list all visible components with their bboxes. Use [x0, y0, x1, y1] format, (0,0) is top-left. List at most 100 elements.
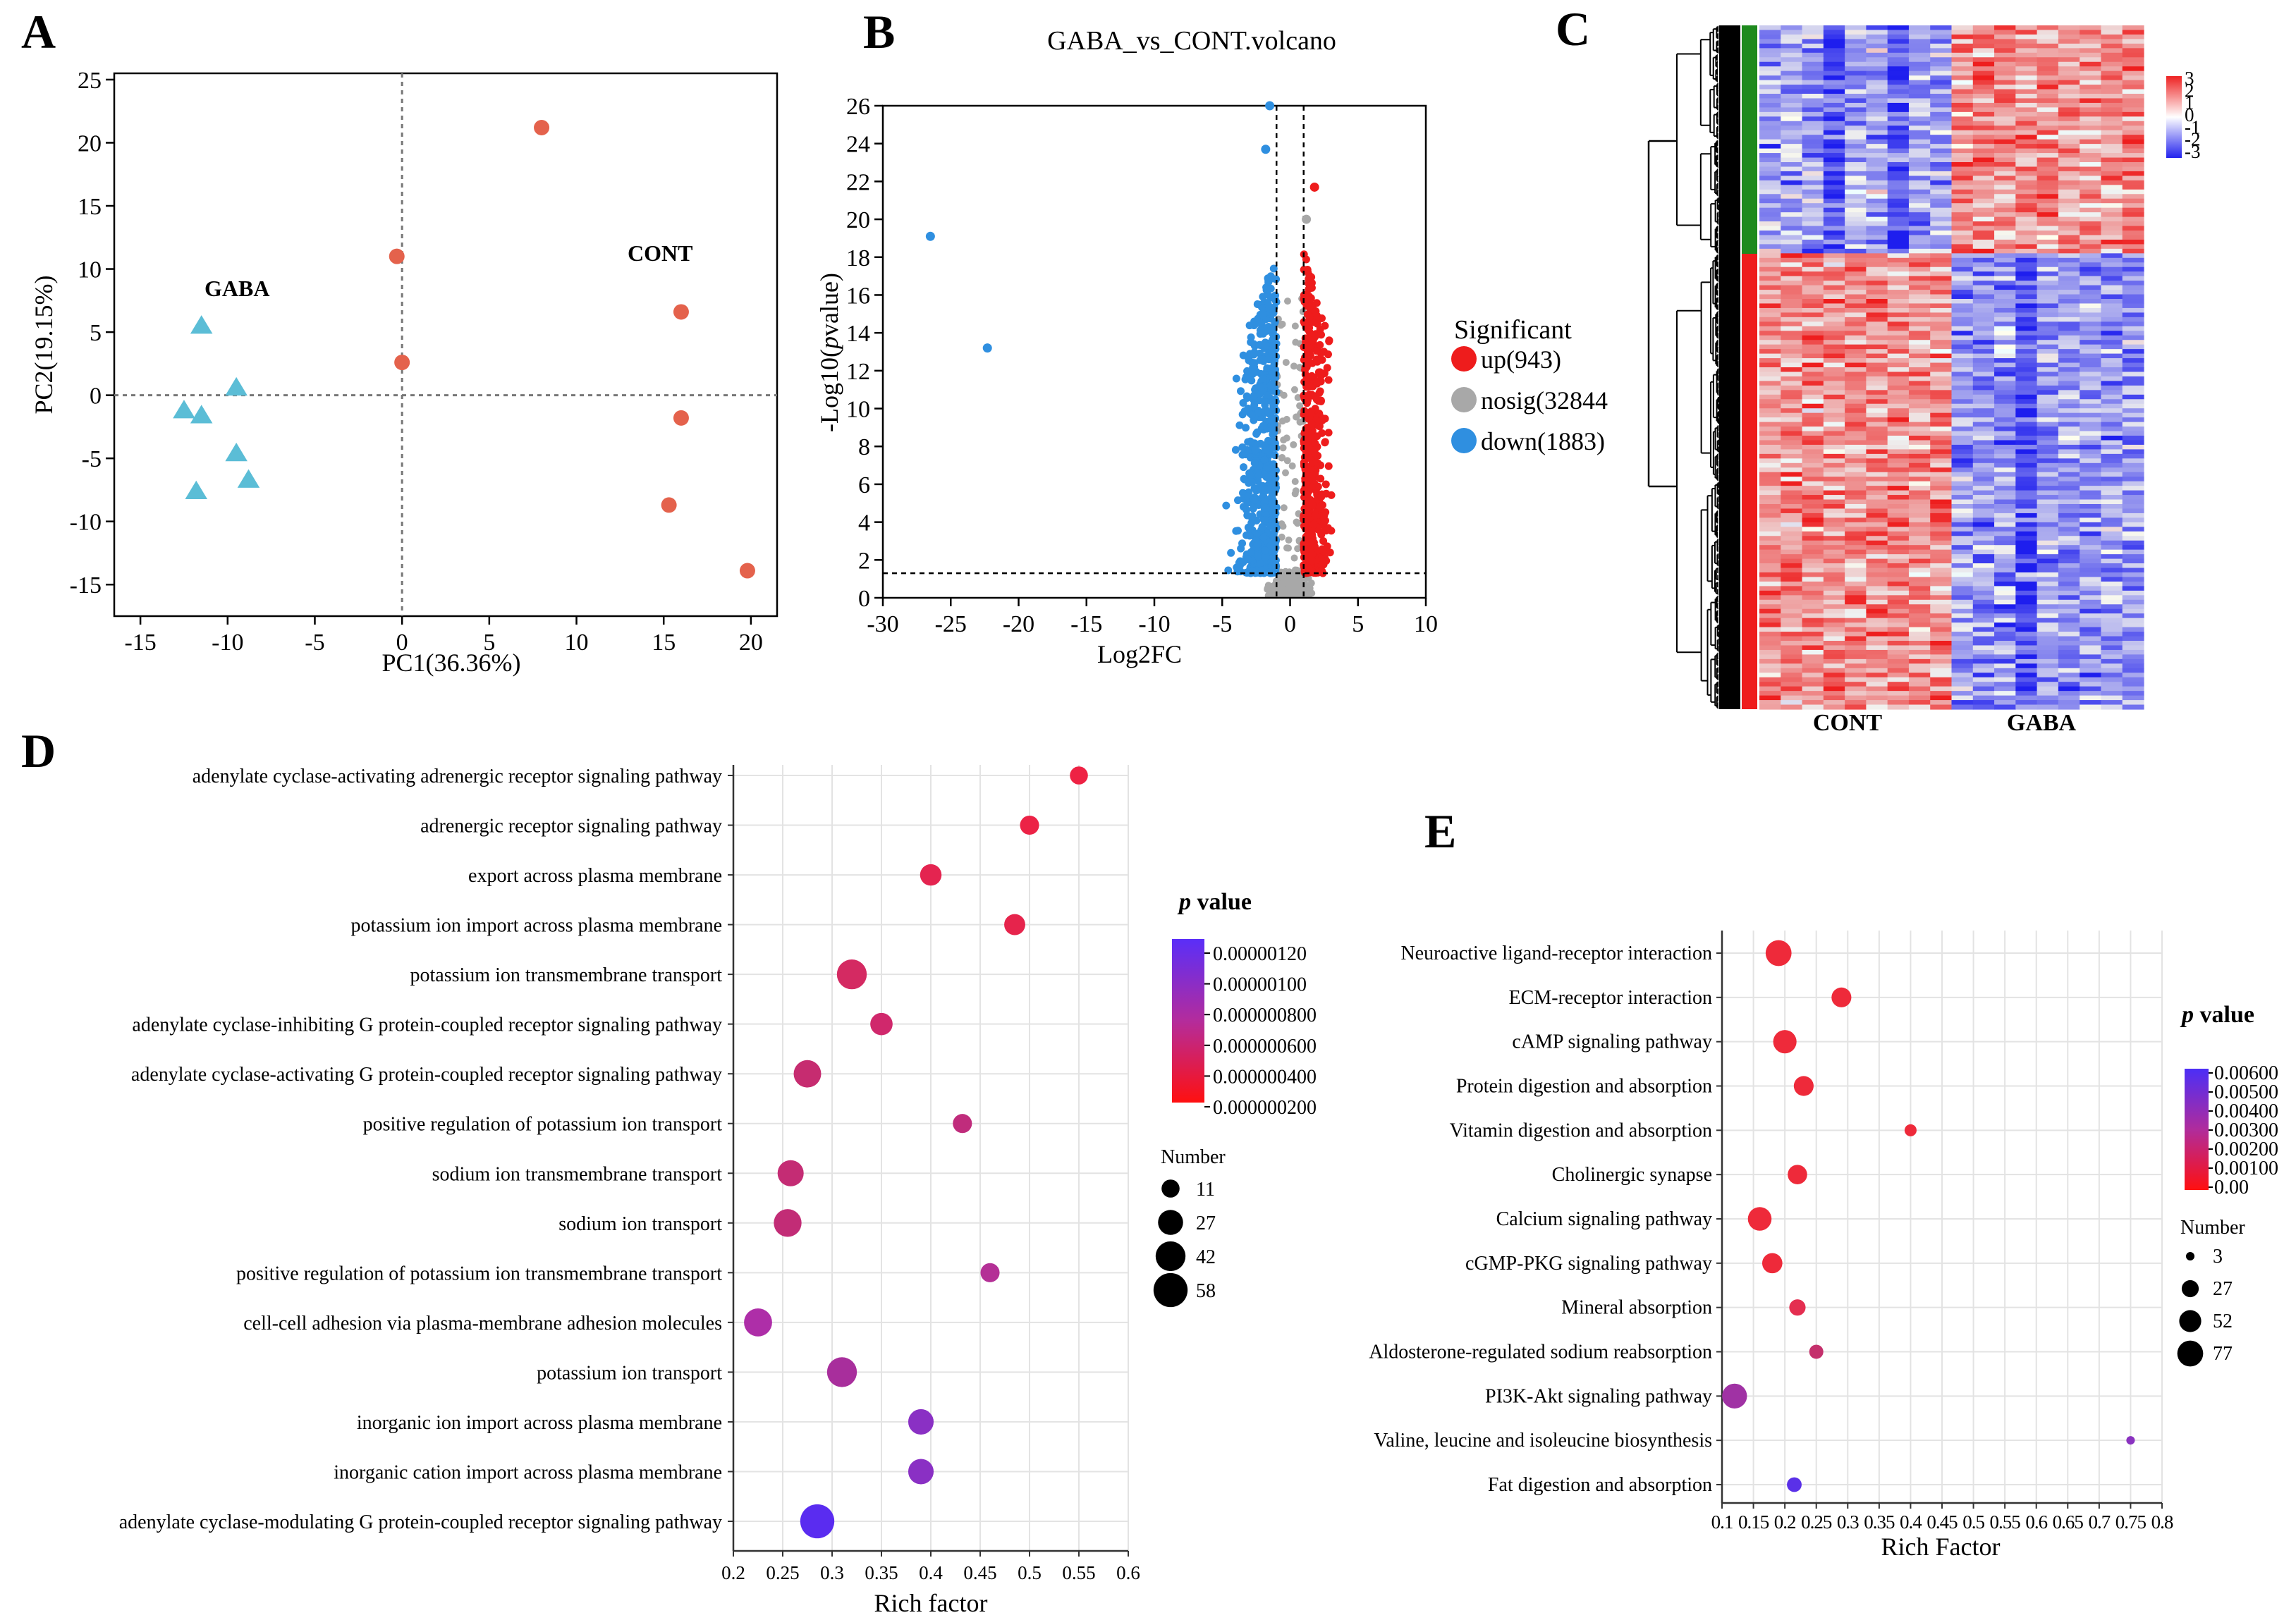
volcano-point-nosig [1283, 457, 1291, 465]
heatmap-cell [1781, 317, 1803, 322]
volcano-point-nosig [1286, 581, 1294, 589]
heatmap-cell [1781, 444, 1803, 450]
heatmap-cell [1908, 472, 1931, 477]
heatmap-cell [1930, 704, 1953, 710]
heatmap-cell [1908, 358, 1931, 364]
heatmap-cell [1802, 235, 1824, 240]
heatmap-cell [1930, 586, 1953, 591]
heatmap-cell [2058, 89, 2080, 94]
volcano-point-up [1318, 429, 1326, 437]
heatmap-cell [1759, 527, 1781, 532]
heatmap-cell [2101, 171, 2123, 176]
kegg-term-dot [1904, 1124, 1917, 1136]
heatmap-cell [1866, 691, 1888, 697]
heatmap-cell [1866, 25, 1888, 31]
heatmap-cell [2037, 453, 2059, 459]
heatmap-cell [2015, 89, 2038, 94]
heatmap-cell [1908, 563, 1931, 569]
heatmap-cell [1887, 121, 1910, 126]
heatmap-cell [1887, 281, 1910, 286]
heatmap-cell [1972, 682, 1995, 687]
kegg-term-label: Cholinergic synapse [1552, 1164, 1712, 1186]
heatmap-cell [1908, 271, 1931, 277]
volcano-point-up [1308, 550, 1317, 558]
volcano-point-nosig [1291, 322, 1299, 330]
heatmap-cell [2122, 148, 2144, 154]
volcano-point-down [1222, 501, 1231, 510]
volcano-point-down [1269, 264, 1278, 273]
heatmap-cell [1951, 231, 1974, 236]
heatmap-cell [1951, 412, 1974, 418]
heatmap-cell [2015, 563, 2038, 569]
heatmap-cell [1930, 226, 1953, 231]
heatmap-cell [1866, 545, 1888, 551]
heatmap-cell [1887, 344, 1910, 350]
heatmap-cell [2122, 372, 2144, 377]
heatmap-cell [2015, 627, 2038, 632]
heatmap-cell [1802, 189, 1824, 195]
heatmap-cell [1845, 477, 1867, 482]
heatmap-cell [2101, 248, 2123, 254]
heatmap-cell [1781, 417, 1803, 423]
heatmap-cell [2015, 285, 2038, 290]
y-tick-label: 12 [846, 359, 870, 385]
heatmap-cell [1823, 444, 1845, 450]
dendrogram-root [1647, 140, 1677, 488]
heatmap-cell [1972, 70, 1995, 76]
heatmap-cell [2015, 226, 2038, 231]
heatmap-cell [2080, 691, 2102, 697]
heatmap-cell [2037, 203, 2059, 209]
heatmap-cell [1930, 80, 1953, 85]
heatmap-cell [2058, 549, 2080, 555]
heatmap-cell [1972, 80, 1995, 85]
heatmap-cell [1802, 431, 1824, 436]
heatmap-cell [1845, 372, 1867, 377]
heatmap-cell [1845, 107, 1867, 113]
heatmap-cell [2122, 495, 2144, 501]
heatmap-cell [1866, 276, 1888, 281]
heatmap-cell [1866, 153, 1888, 159]
heatmap-cell [2015, 139, 2038, 145]
volcano-point-down [1266, 541, 1275, 550]
go-term-label: sodium ion transport [558, 1213, 722, 1235]
heatmap-cell [2037, 372, 2059, 377]
heatmap-cell [1759, 290, 1781, 295]
heatmap-cell [1930, 235, 1953, 240]
ylabel-italic: p [815, 336, 843, 351]
heatmap-cell [2080, 48, 2102, 54]
heatmap-cell [1972, 403, 1995, 409]
go-term-label: positive regulation of potassium ion tra… [363, 1114, 723, 1136]
heatmap-cell [1951, 436, 1974, 441]
x-tick-label: 0.55 [1990, 1511, 2021, 1533]
heatmap-cell [1930, 180, 1953, 185]
heatmap-cell [1823, 567, 1845, 573]
heatmap-cell [2037, 673, 2059, 678]
heatmap-cell [1759, 285, 1781, 290]
heatmap-cell [2037, 449, 2059, 455]
heatmap-cell [1930, 527, 1953, 532]
heatmap-cell [2101, 307, 2123, 313]
heatmap-cell [1802, 353, 1824, 359]
heatmap-cell [1866, 362, 1888, 368]
heatmap-cell [1951, 121, 1974, 126]
heatmap-cell [2037, 477, 2059, 482]
heatmap-cell [1994, 171, 2016, 176]
heatmap-cell [1930, 376, 1953, 381]
heatmap-cell [1930, 285, 1953, 290]
heatmap-cell [2122, 98, 2144, 104]
heatmap-cell [2058, 586, 2080, 591]
go-term-dot [774, 1209, 802, 1237]
volcano-point-down [1240, 474, 1248, 483]
heatmap-cell [1887, 682, 1910, 687]
heatmap-cell [2015, 216, 2038, 222]
heatmap-cell [2101, 39, 2123, 44]
heatmap-cell [1823, 30, 1845, 35]
panel-a-frame [113, 72, 778, 618]
heatmap-cell [2015, 135, 2038, 140]
heatmap-cell [1759, 417, 1781, 423]
heatmap-cell [2101, 349, 2123, 355]
heatmap-cell [1908, 335, 1931, 340]
heatmap-cell [2058, 335, 2080, 340]
heatmap-cell [2058, 367, 2080, 373]
heatmap-cell [1972, 540, 1995, 546]
